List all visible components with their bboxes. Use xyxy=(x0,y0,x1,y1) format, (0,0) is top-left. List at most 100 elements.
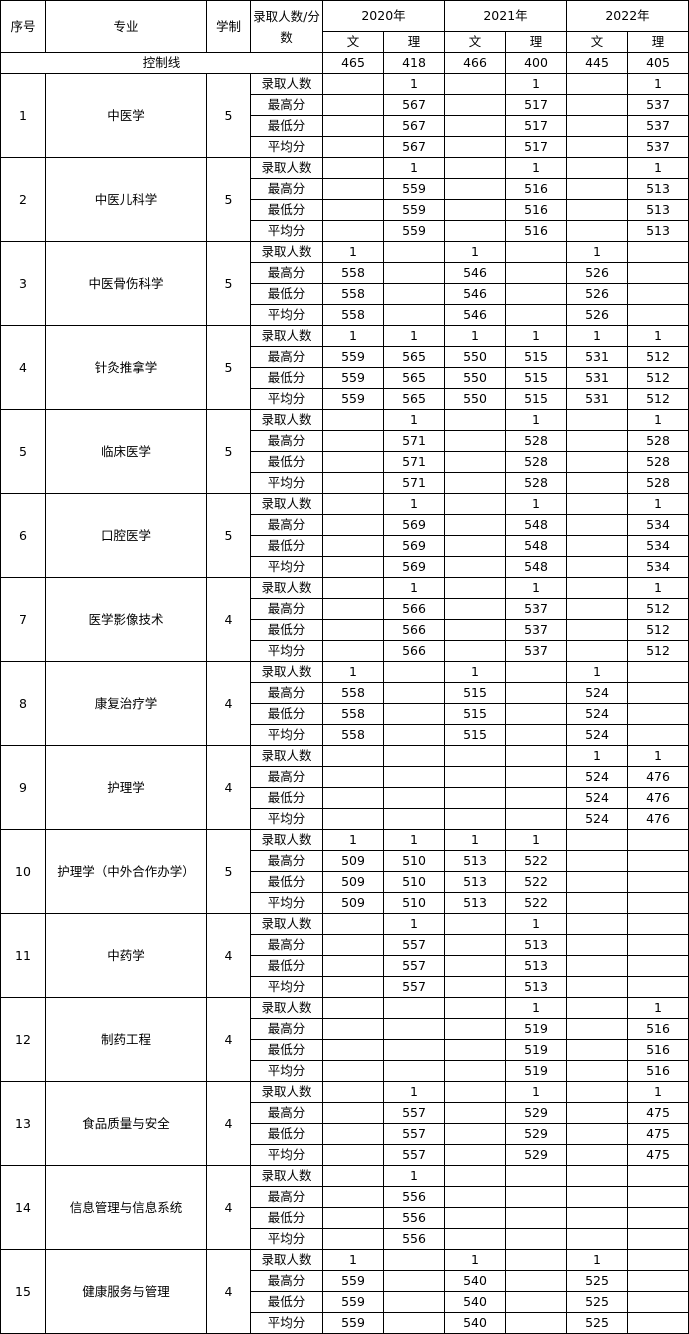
metric-label: 录取人数 xyxy=(250,1081,323,1103)
score-cell: 1 xyxy=(627,409,689,431)
score-cell: 565 xyxy=(383,388,445,410)
score-cell: 558 xyxy=(322,724,384,746)
score-cell: 1 xyxy=(566,241,628,263)
metric-label: 最高分 xyxy=(250,514,323,536)
major-seq: 2 xyxy=(0,157,46,242)
table-row: 14 信息管理与信息系统 4 录取人数 1 xyxy=(0,1165,689,1250)
score-cell: 516 xyxy=(627,1018,689,1040)
score-cell: 1 xyxy=(383,829,445,851)
score-cell xyxy=(566,94,628,116)
metric-label: 录取人数 xyxy=(250,241,323,263)
major-seq: 15 xyxy=(0,1249,46,1334)
table-row: 最高分 559 540 525 xyxy=(1,1270,689,1292)
score-cell xyxy=(566,199,628,221)
score-cell xyxy=(505,1291,567,1313)
score-cell: 558 xyxy=(322,682,384,704)
metric-label: 最高分 xyxy=(250,178,323,200)
metric-label: 平均分 xyxy=(250,640,323,662)
table-row: 平均分 559 540 525 xyxy=(1,1312,689,1334)
score-cell: 525 xyxy=(566,1270,628,1292)
score-cell xyxy=(505,745,567,767)
score-cell xyxy=(444,787,506,809)
metric-label: 最高分 xyxy=(250,1270,323,1292)
score-cell: 1 xyxy=(444,829,506,851)
score-cell xyxy=(505,1249,567,1271)
score-cell: 559 xyxy=(322,388,384,410)
header-metric: 录取人数/分数 xyxy=(250,0,323,53)
score-cell xyxy=(322,409,384,431)
score-cell: 515 xyxy=(444,682,506,704)
control-value: 445 xyxy=(566,52,628,74)
score-cell: 540 xyxy=(444,1291,506,1313)
score-cell xyxy=(566,997,628,1019)
major-name: 中药学 xyxy=(45,913,207,998)
score-cell: 513 xyxy=(627,220,689,242)
score-cell: 1 xyxy=(627,73,689,95)
score-cell xyxy=(566,73,628,95)
score-cell xyxy=(444,220,506,242)
score-cell: 524 xyxy=(566,787,628,809)
score-cell xyxy=(566,1018,628,1040)
score-cell xyxy=(444,640,506,662)
score-cell xyxy=(322,1039,384,1061)
score-cell: 537 xyxy=(627,115,689,137)
score-cell xyxy=(444,1060,506,1082)
score-cell xyxy=(505,1270,567,1292)
score-cell xyxy=(322,430,384,452)
header-li: 理 xyxy=(627,31,689,53)
score-cell: 557 xyxy=(383,1102,445,1124)
score-cell xyxy=(444,157,506,179)
score-cell: 515 xyxy=(505,388,567,410)
score-cell: 1 xyxy=(627,997,689,1019)
score-cell xyxy=(444,913,506,935)
score-cell: 529 xyxy=(505,1123,567,1145)
score-cell: 569 xyxy=(383,514,445,536)
score-cell xyxy=(627,829,689,851)
score-cell: 557 xyxy=(383,955,445,977)
score-cell xyxy=(566,598,628,620)
major-name: 护理学（中外合作办学） xyxy=(45,829,207,914)
score-cell: 510 xyxy=(383,892,445,914)
score-cell: 558 xyxy=(322,262,384,284)
major-years: 5 xyxy=(206,325,251,410)
score-cell xyxy=(444,1018,506,1040)
major-years: 4 xyxy=(206,1081,251,1166)
score-cell: 522 xyxy=(505,871,567,893)
header-year-2022: 2022年 xyxy=(566,0,689,32)
score-cell: 1 xyxy=(383,577,445,599)
score-cell xyxy=(444,199,506,221)
score-cell: 1 xyxy=(505,913,567,935)
metric-label: 录取人数 xyxy=(250,325,323,347)
score-cell xyxy=(444,1144,506,1166)
table-row: 2 中医儿科学 5 录取人数 1 1 1 xyxy=(0,157,689,242)
score-cell xyxy=(383,1039,445,1061)
score-cell xyxy=(383,682,445,704)
control-value: 465 xyxy=(322,52,384,74)
major-years: 5 xyxy=(206,829,251,914)
score-cell: 556 xyxy=(383,1207,445,1229)
score-cell xyxy=(322,136,384,158)
score-cell xyxy=(566,178,628,200)
table-row: 平均分 567 517 537 xyxy=(1,136,689,158)
score-cell xyxy=(322,1228,384,1250)
metric-label: 最低分 xyxy=(250,955,323,977)
major-seq: 13 xyxy=(0,1081,46,1166)
score-cell: 509 xyxy=(322,892,384,914)
score-cell xyxy=(566,535,628,557)
score-cell: 569 xyxy=(383,556,445,578)
table-row: 最低分 571 528 528 xyxy=(1,451,689,473)
score-cell: 1 xyxy=(505,409,567,431)
table-row: 平均分 558 546 526 xyxy=(1,304,689,326)
score-cell: 1 xyxy=(505,157,567,179)
score-cell: 475 xyxy=(627,1144,689,1166)
score-cell: 559 xyxy=(383,178,445,200)
metric-label: 最高分 xyxy=(250,766,323,788)
score-cell: 537 xyxy=(505,640,567,662)
table-row: 最低分 524 476 xyxy=(1,787,689,809)
score-cell: 517 xyxy=(505,115,567,137)
score-cell xyxy=(566,619,628,641)
score-cell: 559 xyxy=(383,220,445,242)
metric-label: 最低分 xyxy=(250,1123,323,1145)
score-cell: 512 xyxy=(627,640,689,662)
